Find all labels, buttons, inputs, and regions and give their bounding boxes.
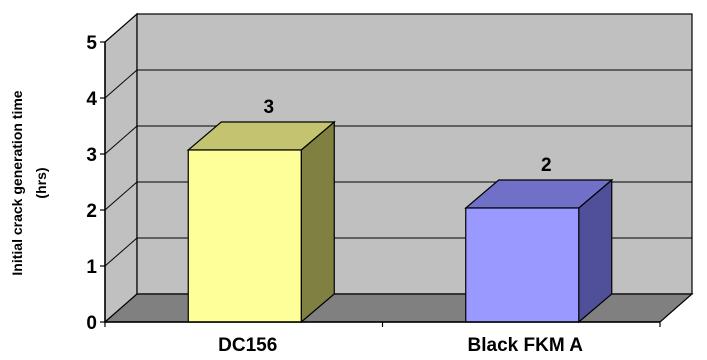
y-tick-label: 3 bbox=[86, 145, 97, 166]
labels: 0 1 2 3 4 5 DC156 Black FKM A 3 2 bbox=[86, 33, 583, 356]
y-axis-title-line: Initial crack generation time bbox=[9, 90, 25, 275]
y-tick-label: 5 bbox=[86, 33, 97, 54]
data-label: 2 bbox=[541, 155, 552, 176]
x-tick-label: DC156 bbox=[218, 335, 277, 356]
y-tick-label: 4 bbox=[86, 89, 97, 110]
data-label: 3 bbox=[263, 97, 274, 118]
gridline-side-1 bbox=[104, 237, 138, 267]
bar-2 bbox=[464, 178, 614, 324]
bar-front-face bbox=[465, 207, 580, 323]
y-axis-title-line: (hrs) bbox=[33, 167, 49, 198]
y-tick-label: 0 bbox=[86, 313, 97, 334]
y-tick-label: 2 bbox=[86, 201, 97, 222]
x-tick-label: Black FKM A bbox=[468, 335, 584, 356]
y-tick-label: 1 bbox=[86, 257, 97, 278]
side-wall bbox=[104, 12, 138, 324]
axes bbox=[100, 41, 661, 327]
gridline-side-5 bbox=[104, 13, 138, 43]
y-axis-title: Initial crack generation time (hrs) bbox=[9, 90, 49, 275]
gridline-side-3 bbox=[104, 125, 138, 155]
gridline-side-4 bbox=[104, 69, 138, 99]
gridline-side-2 bbox=[104, 181, 138, 211]
bar-side-face bbox=[300, 120, 335, 324]
bar-front-face bbox=[187, 149, 302, 323]
bar-1 bbox=[186, 120, 336, 324]
